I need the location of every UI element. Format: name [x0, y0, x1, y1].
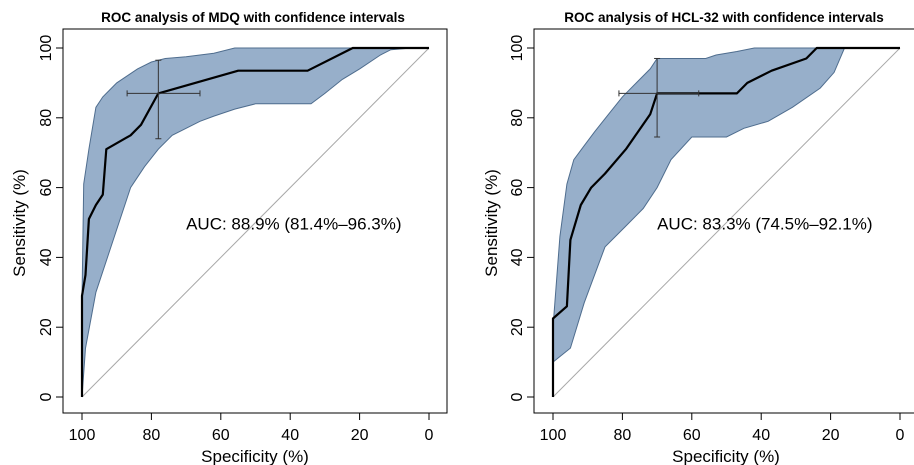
y-tick-label: 20: [509, 318, 526, 336]
x-tick-label: 100: [69, 427, 96, 444]
hcl32-roc-panel: 100 80 60 40 20 0 0 20 40 60 80 100 ROC analysis of…: [482, 10, 914, 465]
y-tick-label: 100: [38, 35, 55, 62]
confidence-band: [81, 47, 429, 398]
roc-curve: [551, 46, 900, 397]
x-tick-label: 80: [143, 427, 161, 444]
x-tick-label: 80: [614, 427, 632, 444]
x-tick-label: 20: [822, 427, 840, 444]
plot-area: 100 80 60 40 20 0 0 20 40 60 80 100: [509, 28, 914, 444]
mdq-roc-panel: 100 80 60 40 20 0 0 20 40 60 80 100 ROC analysis of…: [10, 10, 448, 465]
y-tick-label: 40: [38, 248, 55, 266]
chance-diagonal: [81, 47, 430, 398]
y-tick-label: 40: [509, 248, 526, 266]
y-tick-label: 60: [38, 179, 55, 197]
x-tick-label: 60: [212, 427, 230, 444]
y-tick-label: 0: [509, 392, 526, 401]
y-tick-label: 0: [38, 392, 55, 401]
x-tick-label: 0: [896, 427, 905, 444]
x-tick-label: 60: [683, 427, 701, 444]
x-tick-label: 0: [425, 427, 434, 444]
chance-diagonal: [552, 47, 901, 398]
x-tick-label: 100: [540, 427, 567, 444]
x-tick-label: 40: [281, 427, 299, 444]
auc-annotation: AUC: 83.3% (74.5%–92.1%): [657, 214, 872, 233]
y-tick-label: 20: [38, 318, 55, 336]
y-tick-label: 80: [509, 109, 526, 127]
y-tick-label: 80: [38, 109, 55, 127]
y-tick-label: 100: [509, 35, 526, 62]
plot-frame: [62, 28, 448, 414]
x-axis-title: Specificity (%): [201, 447, 309, 465]
x-tick-label: 20: [351, 427, 369, 444]
plot-frame: [533, 28, 914, 414]
chart-title: ROC analysis of MDQ with confidence inte…: [101, 10, 405, 25]
auc-annotation: AUC: 88.9% (81.4%–96.3%): [186, 214, 401, 233]
y-axis-title: Sensitivity (%): [482, 169, 501, 277]
chart-title: ROC analysis of HCL-32 with confidence i…: [564, 10, 884, 25]
y-axis-title: Sensitivity (%): [10, 169, 29, 277]
plot-area: 100 80 60 40 20 0 0 20 40 60 80 100: [38, 28, 448, 444]
x-tick-label: 40: [752, 427, 770, 444]
y-tick-label: 60: [509, 179, 526, 197]
x-axis-title: Specificity (%): [672, 447, 780, 465]
roc-curve: [80, 46, 429, 397]
